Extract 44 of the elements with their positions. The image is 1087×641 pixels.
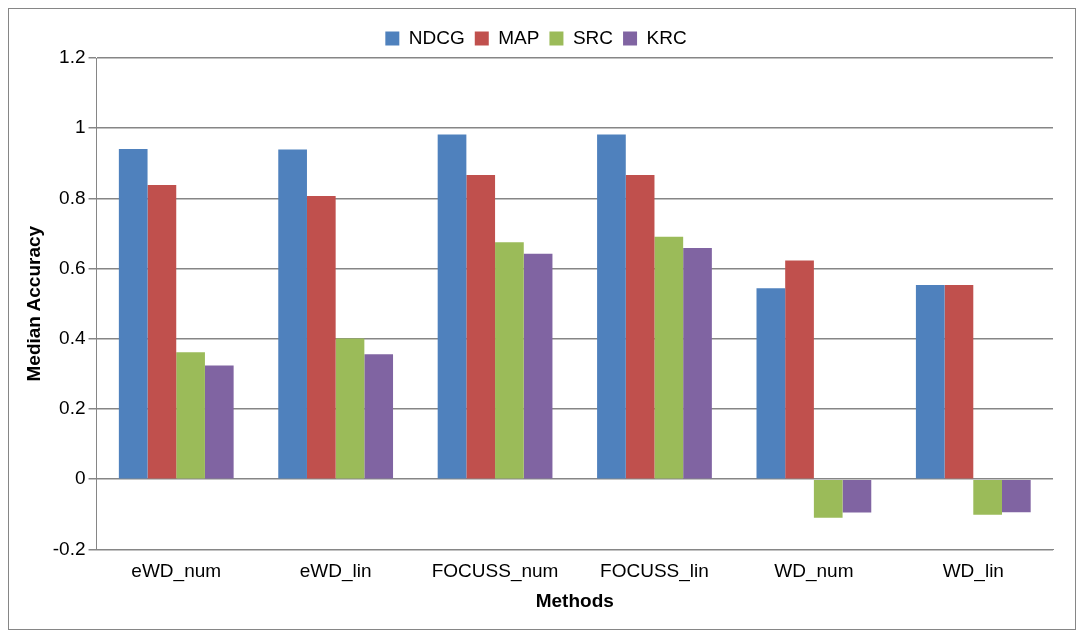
bar — [756, 288, 786, 479]
bar — [523, 253, 553, 479]
x-tick-label: FOCUSS_lin — [600, 560, 709, 583]
bar — [437, 134, 467, 479]
y-tick-label: 1.2 — [59, 46, 86, 68]
bar — [1001, 479, 1031, 513]
x-tick-label: FOCUSS_num — [431, 560, 559, 583]
bar — [364, 354, 394, 479]
bar — [335, 338, 365, 479]
bar — [842, 479, 872, 513]
y-tick-label: 1 — [74, 116, 86, 138]
bar — [654, 236, 684, 479]
x-axis-title: Methods — [535, 589, 614, 611]
bar — [278, 149, 307, 479]
y-tick-label: 0.2 — [59, 397, 86, 419]
legend-label: NDCG — [408, 26, 465, 48]
legend-label: KRC — [646, 26, 687, 48]
bar — [785, 260, 814, 479]
bar — [625, 174, 655, 479]
bar — [176, 352, 205, 479]
bar — [466, 174, 496, 479]
bar — [597, 134, 626, 479]
y-tick-label: 0.8 — [59, 186, 86, 208]
x-tick-label: eWD_num — [131, 560, 222, 583]
bar — [204, 365, 234, 479]
legend-label: SRC — [572, 26, 614, 48]
y-tick-label: 0 — [74, 467, 86, 489]
x-tick-label: WD_lin — [942, 560, 1004, 583]
x-tick-label: eWD_lin — [299, 560, 372, 583]
bar — [944, 285, 974, 479]
y-tick-label: -0.2 — [52, 537, 86, 559]
y-axis-title: Median Accuracy — [22, 225, 44, 382]
bar — [813, 479, 843, 518]
x-tick-label: WD_num — [774, 560, 854, 583]
y-tick-label: 0.6 — [59, 256, 86, 278]
bar — [147, 185, 177, 479]
y-tick-label: 0.4 — [59, 327, 86, 349]
bar — [495, 242, 524, 479]
bar — [973, 479, 1002, 515]
bar — [306, 195, 336, 479]
bar — [118, 148, 148, 479]
legend-label: MAP — [498, 26, 540, 48]
bar — [915, 285, 945, 479]
bar — [683, 247, 712, 479]
